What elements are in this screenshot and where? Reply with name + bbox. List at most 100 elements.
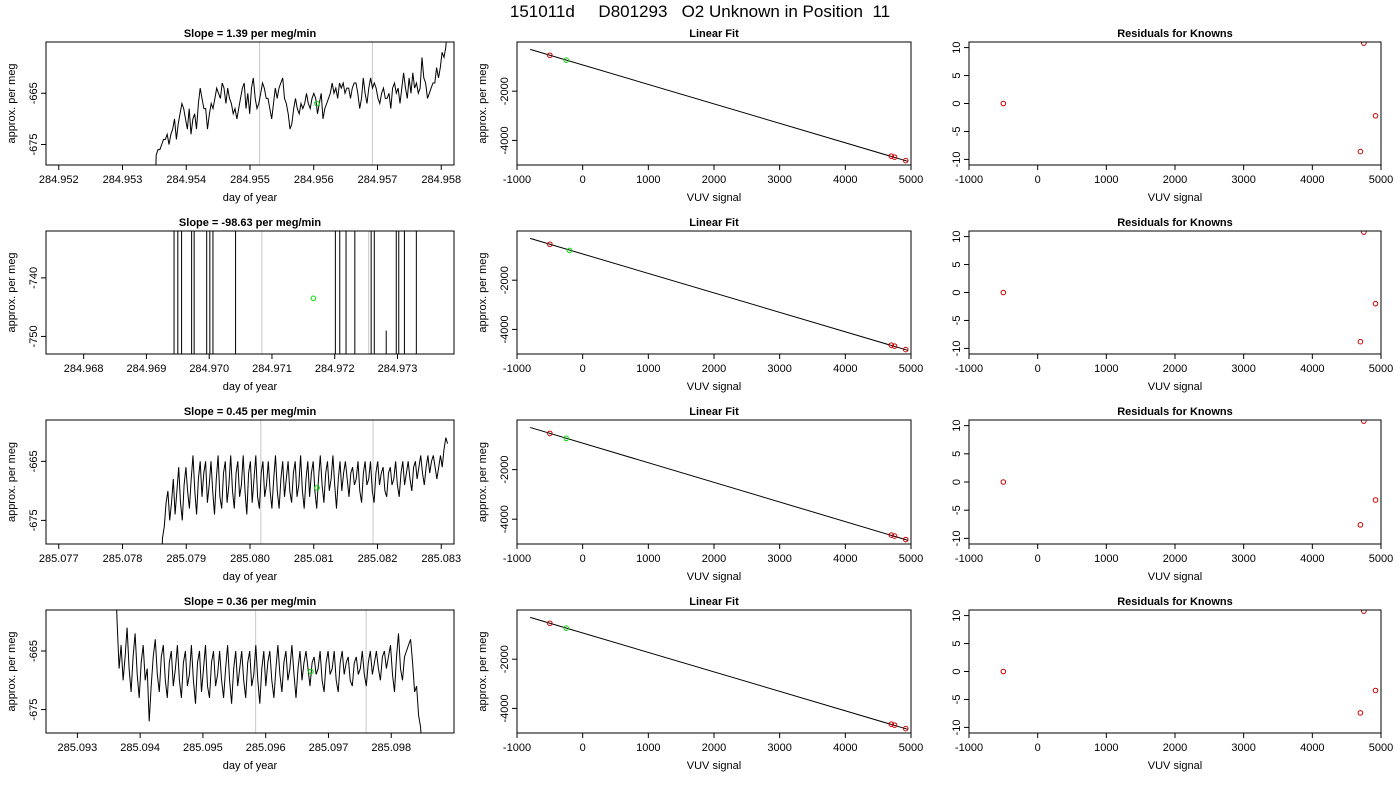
x-tick-label: 285.079 — [166, 553, 206, 565]
y-tick-label: -10 — [951, 340, 963, 356]
residual-point — [1000, 668, 1007, 675]
x-tick-label: 0 — [1035, 553, 1041, 565]
y-tick-label: -5 — [951, 505, 963, 515]
plot-area — [116, 610, 422, 733]
unknown-point — [563, 625, 570, 632]
x-tick-label: 4000 — [833, 174, 857, 186]
x-axis-label: VUV signal — [1148, 760, 1202, 772]
panel-title: Residuals for Knowns — [1117, 217, 1233, 229]
panel-title: Residuals for Knowns — [1117, 406, 1233, 418]
x-tick-label: -1000 — [955, 553, 983, 565]
panel-r2-c2: Residuals for Knowns -1000 0 1000 2000 3000 40… — [951, 406, 1393, 583]
x-tick-label: 4000 — [833, 553, 857, 565]
known-point — [891, 154, 898, 160]
x-tick-label: 1000 — [636, 174, 660, 186]
x-tick-label: 1000 — [1094, 553, 1118, 565]
y-tick-label: -4000 — [499, 694, 511, 722]
known-point — [902, 346, 909, 353]
x-tick-label: 5000 — [1369, 742, 1393, 754]
x-axis-label: VUV signal — [687, 192, 741, 204]
unknown-point — [566, 247, 573, 254]
y-axis-label: approx. per meg — [477, 631, 489, 711]
y-tick-label: 10 — [951, 41, 963, 53]
x-tick-label: 285.096 — [246, 742, 286, 754]
known-point — [902, 157, 909, 164]
y-tick-label: -675 — [28, 699, 40, 721]
signal-line — [116, 610, 422, 733]
residual-point — [1372, 113, 1379, 119]
known-point — [547, 52, 553, 59]
panel-r1-c0: Slope = -98.63 per meg/min 284.968 284.969… — [6, 217, 455, 393]
plot-frame — [968, 609, 1382, 734]
plot-area — [529, 616, 909, 732]
x-tick-label: 1000 — [636, 742, 660, 754]
y-tick-label: 0 — [951, 668, 963, 674]
known-point — [891, 533, 898, 539]
panel-r0-c0: Slope = 1.39 per meg/min 284.952 284.953 28… — [6, 28, 461, 204]
plot-frame — [968, 230, 1382, 355]
y-tick-label: 5 — [951, 451, 963, 457]
x-axis-label: VUV signal — [1148, 381, 1202, 393]
known-point — [547, 430, 553, 437]
x-tick-label: 285.093 — [58, 742, 98, 754]
x-tick-label: 1000 — [1094, 363, 1118, 375]
x-tick-label: 0 — [580, 363, 586, 375]
x-tick-label: 3000 — [767, 174, 791, 186]
y-tick-label: -4000 — [499, 505, 511, 533]
x-tick-label: 284.969 — [127, 363, 167, 375]
x-tick-label: 4000 — [1300, 742, 1324, 754]
known-point — [888, 721, 895, 727]
panel-title: Slope = 0.36 per meg/min — [184, 596, 317, 608]
unknown-point — [563, 57, 570, 64]
unknown-point — [563, 435, 570, 442]
y-axis-label: approx. per meg — [477, 63, 489, 143]
plot-area — [1000, 420, 1379, 528]
x-tick-label: -1000 — [503, 553, 531, 565]
plot-area — [1000, 610, 1379, 716]
x-tick-label: 4000 — [1300, 363, 1324, 375]
x-tick-label: 0 — [1035, 363, 1041, 375]
x-tick-label: -1000 — [503, 363, 531, 375]
panel-title: Slope = 1.39 per meg/min — [184, 28, 317, 40]
residual-point — [1361, 231, 1367, 235]
y-tick-label: 0 — [951, 289, 963, 295]
y-tick-label: -665 — [28, 640, 40, 662]
x-tick-label: 1000 — [636, 363, 660, 375]
x-tick-label: 4000 — [1300, 553, 1324, 565]
x-tick-label: 4000 — [833, 363, 857, 375]
y-axis-label: approx. per meg — [6, 631, 18, 711]
signal-line — [155, 42, 447, 165]
panel-r0-c2: Residuals for Knowns -1000 0 1000 2000 3000 40… — [951, 28, 1393, 204]
residual-point — [1000, 289, 1007, 296]
fit-line — [529, 426, 908, 541]
x-tick-label: 2000 — [702, 742, 726, 754]
fit-line — [529, 237, 908, 351]
x-axis-label: VUV signal — [687, 571, 741, 583]
plot-frame — [516, 230, 912, 355]
x-axis-label: day of year — [223, 571, 278, 583]
x-tick-label: 284.957 — [358, 174, 398, 186]
x-tick-label: 285.078 — [103, 553, 143, 565]
known-point — [902, 725, 909, 732]
plot-area — [529, 237, 909, 353]
y-tick-label: -10 — [951, 151, 963, 167]
known-point — [547, 620, 553, 627]
unknown-point — [308, 668, 314, 675]
x-axis-label: VUV signal — [1148, 192, 1202, 204]
plot-area — [155, 42, 447, 165]
x-tick-label: 0 — [580, 553, 586, 565]
x-tick-label: 5000 — [1369, 363, 1393, 375]
x-tick-label: 284.970 — [189, 363, 229, 375]
panel-r0-c1: Linear Fit -1000 0 1000 2000 3000 4000 5000 -200… — [477, 28, 923, 204]
residual-point — [1000, 100, 1007, 107]
x-tick-label: 5000 — [1369, 553, 1393, 565]
x-tick-label: 3000 — [1231, 553, 1255, 565]
panel-title: Linear Fit — [689, 28, 739, 40]
x-tick-label: 0 — [1035, 742, 1041, 754]
y-tick-label: 5 — [951, 72, 963, 78]
y-tick-label: -675 — [28, 133, 40, 155]
x-tick-label: 1000 — [1094, 742, 1118, 754]
figure-title: 151011d D801293 O2 Unknown in Position 1… — [509, 2, 891, 21]
plot-frame — [45, 230, 455, 355]
